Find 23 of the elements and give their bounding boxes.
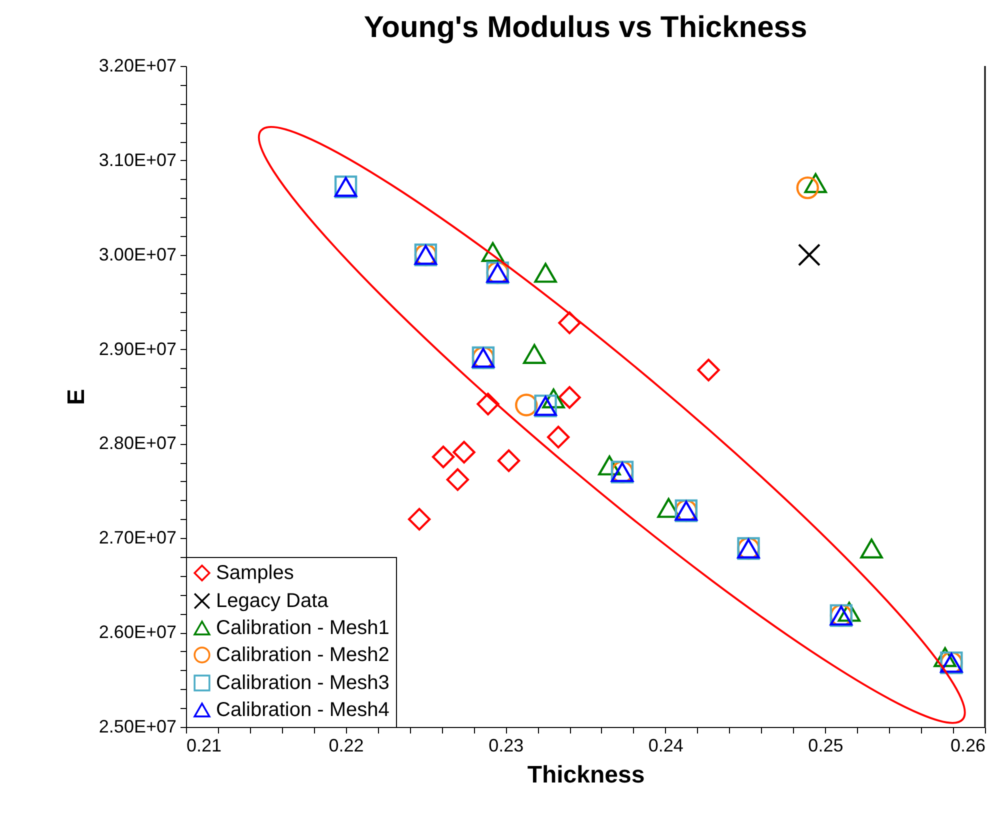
y-tick-label: 2.80E+07 (98, 433, 176, 454)
legend-label: Calibration - Mesh2 (216, 644, 390, 666)
y-tick-label: 3.00E+07 (98, 244, 176, 264)
x-tick-label: 0.24 (648, 736, 684, 756)
legend-label: Legacy Data (216, 590, 330, 612)
y-tick-label: 2.50E+07 (98, 716, 176, 736)
legend-label: Calibration - Mesh1 (216, 617, 390, 639)
x-axis-title: Thickness (527, 762, 645, 788)
legend-label: Calibration - Mesh4 (216, 699, 390, 721)
chart-title: Young's Modulus vs Thickness (364, 11, 808, 44)
x-tick-label: 0.26 (950, 736, 986, 756)
y-tick-label: 3.20E+07 (98, 56, 176, 76)
x-tick-label: 0.25 (808, 736, 844, 756)
x-tick-label: 0.21 (186, 736, 222, 756)
y-tick-label: 2.60E+07 (98, 622, 176, 642)
y-tick-label: 2.90E+07 (98, 338, 176, 359)
y-axis-title: E (62, 388, 90, 406)
legend-label: Samples (216, 562, 294, 584)
y-tick-label: 3.10E+07 (98, 150, 176, 170)
x-tick-label: 0.22 (328, 736, 364, 756)
y-tick-label: 2.70E+07 (98, 528, 176, 548)
legend-label: Calibration - Mesh3 (216, 672, 390, 694)
x-tick-label: 0.23 (488, 736, 524, 756)
